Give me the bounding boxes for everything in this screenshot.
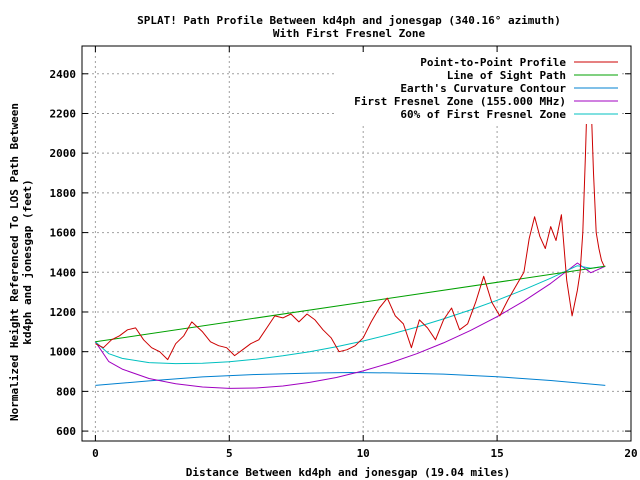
x-tick-label: 10 (357, 447, 370, 460)
y-tick-label: 1800 (50, 187, 77, 200)
series-line-0 (95, 61, 605, 361)
x-tick-label: 15 (490, 447, 503, 460)
x-tick-label: 5 (226, 447, 233, 460)
x-axis-label: Distance Between kd4ph and jonesgap (19.… (186, 466, 511, 479)
legend-label: Point-to-Point Profile (420, 56, 566, 69)
series-line-4 (95, 265, 606, 365)
series-line-3 (94, 262, 606, 389)
legend-label: Line of Sight Path (447, 69, 566, 82)
legend-label: 60% of First Fresnel Zone (400, 108, 566, 121)
series-line-2 (95, 372, 606, 386)
chart-title-line-2: With First Fresnel Zone (273, 27, 426, 40)
y-tick-label: 1000 (50, 346, 77, 359)
y-tick-label: 800 (56, 385, 76, 398)
series-group (94, 61, 606, 389)
legend-background (336, 52, 620, 124)
x-tick-label: 0 (92, 447, 99, 460)
y-tick-label: 2000 (50, 147, 77, 160)
y-tick-label: 1200 (50, 306, 77, 319)
y-tick-label: 1400 (50, 266, 77, 279)
y-tick-label: 600 (56, 425, 76, 438)
y-axis-label: Normalized Height Referenced To LOS Path… (8, 103, 34, 421)
tick-labels: 0 5 10 15 20 600 800 1000 1200 1400 1600 1800 2000 22… (50, 46, 638, 460)
y-axis-label-line-2: kd4ph and jonesgap (feet) (21, 179, 34, 345)
y-tick-label: 2400 (50, 68, 77, 81)
chart-title-line-1: SPLAT! Path Profile Between kd4ph and jo… (137, 14, 561, 27)
legend-label: Earth's Curvature Contour (400, 82, 566, 95)
y-tick-label: 2200 (50, 107, 77, 120)
series-line-1 (95, 265, 606, 343)
legend-label: First Fresnel Zone (155.000 MHz) (354, 95, 566, 108)
plot-frame (81, 45, 632, 442)
y-tick-label: 1600 (50, 227, 77, 240)
x-tick-label: 20 (624, 447, 637, 460)
y-axis-label-line-1: Normalized Height Referenced To LOS Path… (8, 103, 21, 421)
